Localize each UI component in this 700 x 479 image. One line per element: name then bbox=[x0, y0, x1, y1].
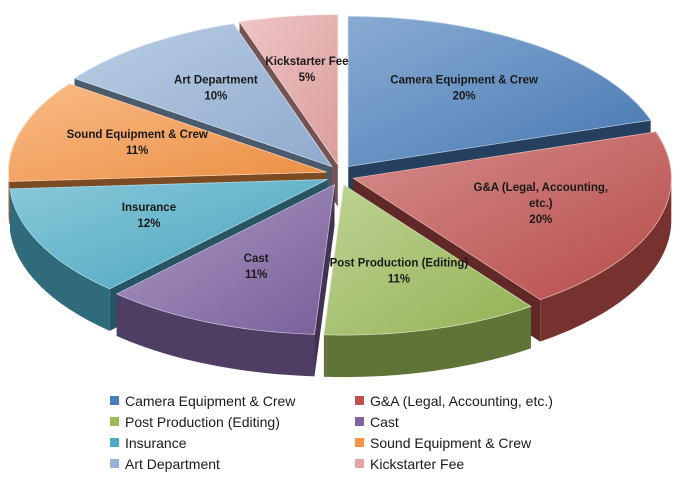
slice-value-sound-equipment-crew: 11% bbox=[126, 145, 148, 157]
slice-cast bbox=[115, 183, 335, 335]
legend-item-cast: Cast bbox=[355, 412, 600, 431]
legend-item-insurance: Insurance bbox=[110, 433, 355, 452]
legend-item-sound-equipment-crew: Sound Equipment & Crew bbox=[355, 433, 600, 452]
legend-swatch-g-a-legal-accounting-etc bbox=[355, 396, 364, 405]
slice-label-cast: Cast 11% bbox=[244, 253, 269, 281]
legend-item-kickstarter-fee: Kickstarter Fee bbox=[355, 454, 600, 473]
slice-camera-equipment-crew bbox=[347, 16, 652, 167]
slice-value-insurance: 12% bbox=[137, 218, 160, 230]
slice-rim-g-a-legal-accounting-etc bbox=[540, 178, 672, 342]
slice-sound-equipment-crew bbox=[8, 83, 327, 182]
slice-rim-cast bbox=[116, 293, 315, 377]
slice-label-sound-equipment-crew: Sound Equipment & Crew 11% bbox=[67, 129, 208, 157]
legend-swatch-post-production-editing bbox=[110, 417, 119, 426]
slice-rim-insurance bbox=[9, 188, 110, 331]
slice-value-g-a-legal-accounting-etc: 20% bbox=[529, 214, 552, 226]
pie-top-layer bbox=[8, 14, 672, 336]
slice-art-department bbox=[73, 23, 333, 168]
slice-value-art-department: 10% bbox=[204, 90, 227, 102]
legend-label-post-production-editing: Post Production (Editing) bbox=[125, 413, 280, 430]
legend-swatch-camera-equipment-crew bbox=[110, 396, 119, 405]
legend-swatch-sound-equipment-crew bbox=[355, 438, 364, 447]
slice-rim-sound-equipment-crew bbox=[8, 172, 10, 224]
slice-value-cast: 11% bbox=[245, 269, 267, 281]
slice-label-kickstarter-fee: Kickstarter Fee 5% bbox=[265, 56, 348, 84]
slice-wall-cast bbox=[314, 184, 335, 377]
slice-rim-post-production-editing bbox=[323, 306, 531, 378]
slice-label-art-department: Art Department 10% bbox=[174, 74, 258, 102]
slice-label-camera-equipment-crew: Camera Equipment & Crew 20% bbox=[390, 74, 538, 102]
slice-value-kickstarter-fee: 5% bbox=[299, 72, 316, 84]
legend-item-camera-equipment-crew: Camera Equipment & Crew bbox=[110, 391, 355, 410]
legend-label-cast: Cast bbox=[370, 413, 399, 430]
legend-label-insurance: Insurance bbox=[125, 434, 187, 451]
slice-post-production-editing bbox=[323, 184, 532, 336]
slice-label-post-production-editing: Post Production (Editing) 11% bbox=[330, 257, 469, 285]
legend-item-post-production-editing: Post Production (Editing) bbox=[110, 412, 355, 431]
legend-label-kickstarter-fee: Kickstarter Fee bbox=[370, 455, 465, 472]
legend-item-g-a-legal-accounting-etc: G&A (Legal, Accounting, etc.) bbox=[355, 391, 600, 410]
slice-insurance bbox=[9, 179, 328, 290]
slice-kickstarter-fee bbox=[238, 14, 339, 166]
legend-item-art-department: Art Department bbox=[110, 454, 355, 473]
chart-legend: Camera Equipment & Crew G&A (Legal, Accou… bbox=[110, 391, 610, 473]
slice-label-insurance: Insurance 12% bbox=[122, 202, 176, 230]
legend-swatch-kickstarter-fee bbox=[355, 459, 364, 468]
legend-label-art-department: Art Department bbox=[125, 455, 220, 472]
legend-swatch-insurance bbox=[110, 438, 119, 447]
legend-swatch-art-department bbox=[110, 459, 119, 468]
legend-label-camera-equipment-crew: Camera Equipment & Crew bbox=[125, 392, 296, 409]
slice-value-post-production-editing: 11% bbox=[388, 273, 410, 285]
pie-chart: Camera Equipment & Crew 20% G&A (Legal, Ac… bbox=[8, 14, 672, 378]
slice-label-g-a-legal-accounting-etc: G&A (Legal, Accounting, etc.) 20% bbox=[474, 182, 609, 226]
legend-label-sound-equipment-crew: Sound Equipment & Crew bbox=[370, 434, 532, 451]
slice-g-a-legal-accounting-etc bbox=[352, 131, 672, 301]
slice-value-camera-equipment-crew: 20% bbox=[453, 90, 476, 102]
pie-label-layer: Camera Equipment & Crew 20% G&A (Legal, Ac… bbox=[67, 56, 608, 286]
legend-label-g-a-legal-accounting-etc: G&A (Legal, Accounting, etc.) bbox=[370, 392, 553, 409]
legend-swatch-cast bbox=[355, 417, 364, 426]
